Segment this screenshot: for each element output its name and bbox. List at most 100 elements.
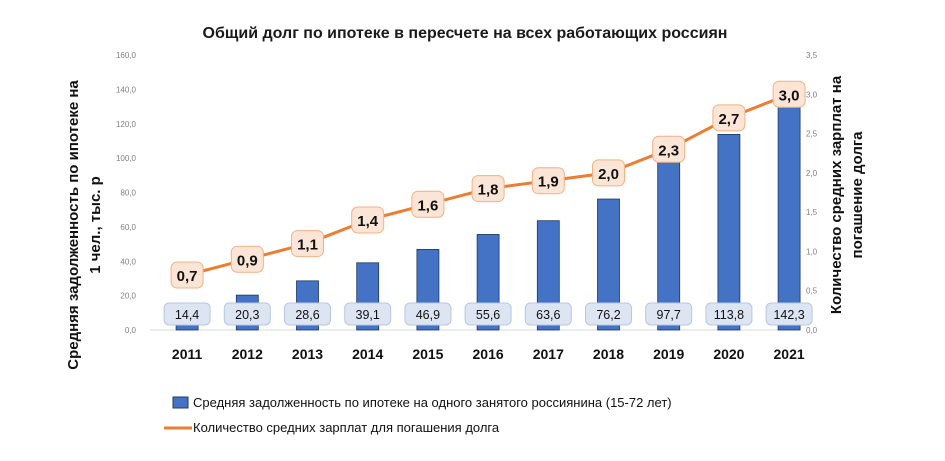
line-value-box	[411, 190, 445, 218]
line-value-label: 2,7	[712, 104, 746, 132]
x-tick-label: 2021	[774, 346, 805, 362]
x-tick-label: 2012	[232, 346, 263, 362]
bar-value-label: 14,4	[163, 302, 211, 326]
line-value-box	[531, 167, 565, 195]
legend-bar-label: Средняя задолженность по ипотеке на одно…	[193, 395, 672, 410]
line-value-label: 1,1	[291, 230, 324, 258]
right-tick-labels: 0,0 0,5 1,0 1,5 2,0 2,5 3,0 3,5	[806, 51, 818, 335]
right-tick-label: 3,5	[806, 51, 818, 60]
left-tick-label: 40,0	[120, 257, 136, 266]
bar-value-label: 55,6	[464, 302, 512, 326]
line-value-box	[351, 206, 385, 234]
bar-value-text: 142,3	[773, 308, 804, 322]
line-value-box	[230, 245, 264, 273]
x-tick-label: 2017	[533, 346, 564, 362]
line-value-label: 0,7	[170, 261, 204, 289]
bar-value-label: 20,3	[223, 302, 271, 326]
left-axis-label-line-2: 1 чел., тыс. р	[87, 176, 104, 274]
line-value-box	[772, 80, 806, 108]
line-value-text: 2,3	[658, 142, 679, 159]
line-value-text: 3,0	[779, 87, 800, 104]
line-value-label: 2,3	[652, 135, 686, 163]
x-tick-label: 2015	[412, 346, 443, 362]
bar-value-text: 14,4	[175, 308, 199, 322]
left-tick-label: 60,0	[120, 223, 136, 232]
bar-value-text: 63,6	[536, 308, 560, 322]
x-tick-label: 2013	[292, 346, 323, 362]
bar-value-box	[284, 302, 331, 326]
left-tick-label: 0,0	[125, 326, 137, 335]
bar-value-box	[404, 302, 452, 326]
bar-value-box	[524, 302, 572, 326]
line-value-label: 1,6	[411, 190, 445, 218]
bar-value-text: 28,6	[295, 308, 319, 322]
bar-value-box	[223, 302, 271, 326]
bar-2018	[597, 198, 620, 331]
right-tick-label: 2,0	[806, 169, 818, 178]
right-axis-label: Количество средних зарплат на погашение …	[828, 75, 866, 314]
bar-value-text: 76,2	[596, 308, 620, 322]
left-tick-label: 80,0	[120, 189, 136, 198]
line-value-text: 1,4	[357, 213, 379, 230]
legend-line-label: Количество средних зарплат для погашения…	[193, 420, 500, 435]
right-tick-label: 1,0	[806, 247, 818, 256]
left-tick-label: 120,0	[116, 120, 137, 129]
line-value-label: 3,0	[772, 80, 806, 108]
left-axis-label-line-1: Средняя задолженность по ипотеке на	[65, 80, 82, 370]
bar-value-box	[163, 302, 211, 326]
x-tick-label: 2016	[473, 346, 504, 362]
right-tick-label: 3,0	[806, 90, 818, 99]
bar-value-box	[765, 302, 813, 326]
line-value-box	[592, 159, 625, 187]
bar-value-label: 97,7	[645, 302, 693, 326]
x-tick-label: 2020	[713, 346, 744, 362]
bar-value-text: 46,9	[416, 308, 440, 322]
legend: Средняя задолженность по ипотеке на одно…	[164, 395, 672, 435]
line-data-labels: 0,7 0,9 1,1 1,4 1,6 1,8 1,9 2,0 2,3 2,7 3,0	[170, 80, 806, 289]
bar-value-label: 142,3	[765, 302, 813, 326]
line-value-text: 2,0	[598, 166, 619, 183]
x-tick-label: 2014	[352, 346, 383, 362]
line-value-label: 0,9	[230, 245, 264, 273]
x-tick-label: 2011	[172, 346, 203, 362]
right-axis-label-line-1: Количество средних зарплат на	[828, 75, 845, 314]
bar-data-labels: 14,4 20,3 28,6 39,1 46,9 55,6 63,6 76,2 97,7 113,…	[163, 302, 813, 326]
bar-value-box	[344, 302, 392, 326]
bar-value-label: 28,6	[284, 302, 331, 326]
bar-value-label: 76,2	[585, 302, 632, 326]
bar-series	[175, 85, 801, 331]
bar-value-box	[645, 302, 693, 326]
line-value-text: 1,6	[417, 197, 438, 214]
right-axis-label-line-2: погашение долга	[849, 131, 866, 259]
left-tick-label: 140,0	[116, 85, 137, 94]
x-tick-label: 2019	[653, 346, 684, 362]
line-value-label: 1,8	[471, 175, 505, 203]
right-tick-label: 2,5	[806, 130, 818, 139]
bar-value-box	[705, 302, 753, 326]
line-value-text: 1,8	[478, 182, 499, 199]
x-tick-label: 2018	[593, 346, 624, 362]
line-value-label: 1,9	[531, 167, 565, 195]
line-value-text: 0,9	[237, 252, 258, 269]
right-tick-label: 1,5	[806, 208, 818, 217]
bar-2020	[717, 134, 741, 331]
bar-value-label: 46,9	[404, 302, 452, 326]
left-tick-label: 20,0	[120, 292, 136, 301]
right-tick-label: 0,5	[806, 287, 818, 296]
line-value-text: 1,1	[297, 237, 318, 254]
left-tick-label: 160,0	[116, 51, 137, 60]
line-value-text: 0,7	[177, 268, 198, 285]
line-value-label: 1,4	[351, 206, 385, 234]
line-value-box	[291, 230, 324, 258]
bar-value-label: 113,8	[705, 302, 753, 326]
line-value-text: 2,7	[718, 111, 739, 128]
x-tick-labels: 2011 2012 2013 2014 2015 2016 2017 2018 2019 2020…	[172, 346, 805, 362]
bar-value-text: 97,7	[657, 308, 681, 322]
chart-title: Общий долг по ипотеке в пересчете на все…	[203, 25, 728, 42]
bar-value-label: 63,6	[524, 302, 572, 326]
line-value-text: 1,9	[538, 174, 559, 191]
left-tick-label: 100,0	[116, 154, 137, 163]
line-value-label: 2,0	[592, 159, 625, 187]
bar-value-box	[464, 302, 512, 326]
